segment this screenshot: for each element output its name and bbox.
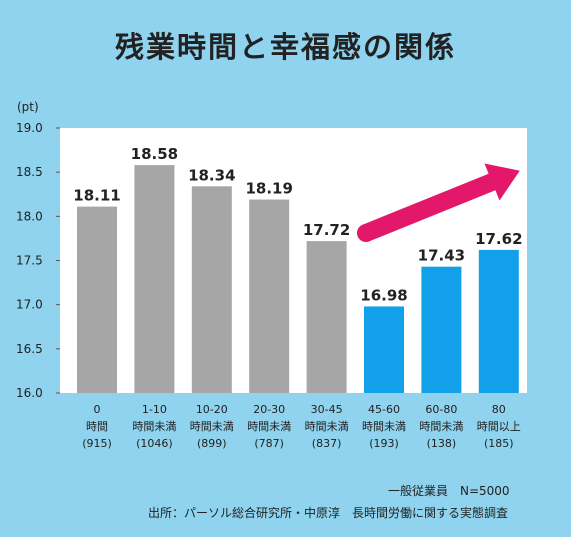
x-category-label: 0	[94, 403, 101, 416]
x-category-label: 時間未満	[132, 420, 176, 433]
x-category-label: (1046)	[136, 437, 173, 450]
bar	[421, 266, 462, 393]
x-category-label: 60-80	[425, 403, 457, 416]
x-category-label: 80	[492, 403, 506, 416]
trend-arrow	[362, 163, 520, 242]
bar	[364, 306, 404, 393]
x-category-label: 45-60	[368, 403, 400, 416]
x-category-label: 時間未満	[362, 420, 406, 433]
bar	[134, 165, 175, 393]
x-category-label: 時間未満	[305, 420, 349, 433]
x-category-label: (193)	[369, 437, 399, 450]
x-category-label: 時間以上	[477, 420, 521, 433]
bar-value-label: 17.72	[303, 221, 350, 239]
y-tick-label: 18.5	[16, 165, 43, 179]
bar-value-label: 18.34	[188, 166, 235, 184]
x-category-label: (787)	[254, 437, 284, 450]
y-tick-label: 18.0	[16, 209, 43, 223]
trend-arrow-tail	[357, 224, 375, 242]
x-category-label: (185)	[484, 437, 514, 450]
x-category-label: (138)	[427, 437, 457, 450]
bar-value-label: 17.62	[475, 230, 522, 248]
y-tick-label: 16.5	[16, 342, 43, 356]
bar-value-label: 18.58	[131, 145, 178, 163]
bar-value-label: 18.19	[245, 180, 292, 198]
bar	[306, 241, 347, 393]
bar	[478, 249, 519, 393]
bar-value-label: 16.98	[360, 286, 407, 304]
y-tick-label: 17.5	[16, 254, 43, 268]
chart-title: 残業時間と幸福感の関係	[114, 30, 456, 64]
bar-value-label: 18.11	[73, 187, 120, 205]
y-tick-label: 17.0	[16, 298, 43, 312]
x-category-label: 30-45	[311, 403, 343, 416]
x-category-label: 1-10	[142, 403, 167, 416]
bar	[77, 206, 117, 393]
bar	[191, 186, 232, 393]
sample-note: 一般従業員 N=5000	[388, 484, 510, 498]
x-category-label: 20-30	[253, 403, 285, 416]
y-axis-label: (pt)	[17, 100, 39, 114]
source-note: 出所：パーソル総合研究所・中原淳 長時間労働に関する実態調査	[148, 506, 509, 520]
x-category-label: (899)	[197, 437, 227, 450]
bar-value-label: 17.43	[418, 247, 465, 265]
y-tick-label: 19.0	[16, 121, 43, 135]
bar	[249, 199, 290, 393]
x-category-label: 時間未満	[419, 420, 463, 433]
x-category-label: (837)	[312, 437, 342, 450]
x-category-label: 10-20	[196, 403, 228, 416]
x-category-label: 時間	[86, 420, 108, 433]
x-category-label: (915)	[82, 437, 112, 450]
x-category-label: 時間未満	[247, 420, 291, 433]
x-category-label: 時間未満	[190, 420, 234, 433]
y-tick-label: 16.0	[16, 386, 43, 400]
